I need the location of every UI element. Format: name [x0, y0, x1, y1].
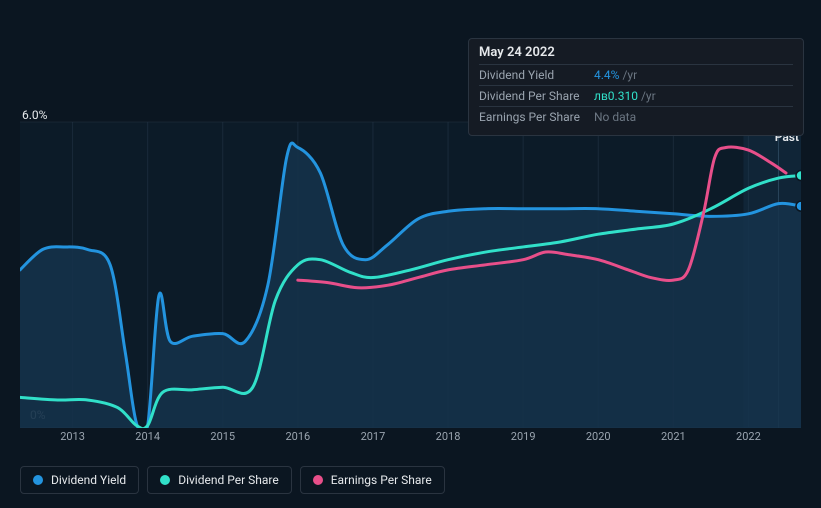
x-axis-tick-label: 2013	[60, 430, 85, 443]
tooltip-row-value: лв0.310/yr	[594, 89, 793, 103]
x-axis-tick-label: 2014	[135, 430, 160, 443]
x-axis-tick-label: 2015	[210, 430, 235, 443]
x-axis-tick-label: 2020	[586, 430, 611, 443]
legend-item[interactable]: Dividend Yield	[20, 466, 139, 494]
x-axis-tick-label: 2019	[511, 430, 536, 443]
legend-item-label: Dividend Per Share	[178, 473, 279, 487]
x-axis-labels: 2013 2014 2015 2016 2017 2018 2019 2020 2021 2022	[20, 430, 801, 448]
tooltip-row-label: Dividend Per Share	[479, 89, 594, 103]
legend-item-label: Earnings Per Share	[331, 473, 432, 487]
legend-dot-icon	[33, 475, 43, 485]
tooltip-row-value: 4.4%/yr	[594, 68, 793, 82]
legend-dot-icon	[160, 475, 170, 485]
x-axis-tick-label: 2016	[285, 430, 310, 443]
chart-legend: Dividend Yield Dividend Per Share Earnings…	[20, 466, 445, 494]
tooltip-row: Dividend Yield4.4%/yr	[479, 64, 793, 85]
tooltip-row-value: No data	[594, 110, 793, 124]
tooltip-date: May 24 2022	[479, 45, 793, 60]
x-axis-tick-label: 2018	[436, 430, 461, 443]
x-axis-tick-label: 2021	[661, 430, 686, 443]
x-axis-tick-label: 2017	[361, 430, 386, 443]
legend-dot-icon	[313, 475, 323, 485]
tooltip-row: Dividend Per Shareлв0.310/yr	[479, 85, 793, 106]
legend-item-label: Dividend Yield	[51, 473, 126, 487]
x-axis-tick-label: 2022	[736, 430, 761, 443]
chart-tooltip: May 24 2022 Dividend Yield4.4%/yrDividen…	[468, 38, 804, 136]
tooltip-row: Earnings Per ShareNo data	[479, 106, 793, 127]
legend-item[interactable]: Earnings Per Share	[300, 466, 445, 494]
tooltip-row-label: Dividend Yield	[479, 68, 594, 82]
tooltip-row-label: Earnings Per Share	[479, 110, 594, 124]
legend-item[interactable]: Dividend Per Share	[147, 466, 292, 494]
dividend-chart[interactable]	[20, 108, 801, 448]
